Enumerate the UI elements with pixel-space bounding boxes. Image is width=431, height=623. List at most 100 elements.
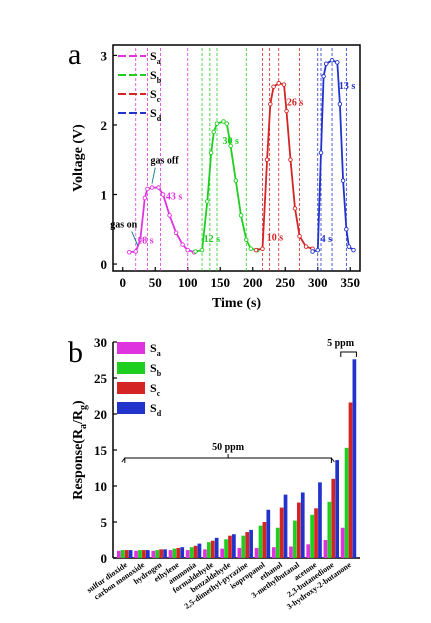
bar-sd [300, 492, 305, 558]
series-point-sa [173, 230, 179, 236]
series-point-sc [297, 233, 302, 239]
bar-sb [206, 542, 211, 558]
bar-sa [185, 550, 190, 558]
series-point-sa [167, 213, 172, 218]
legend-swatch-sc [117, 382, 145, 394]
x-tick-label: 100 [178, 275, 198, 290]
bar-sb [327, 501, 332, 558]
annotation-label: 43 s [166, 191, 183, 202]
bar-sa [237, 547, 242, 558]
series-point-sc [281, 82, 287, 87]
y-tick-label: 25 [94, 371, 108, 386]
x-tick-label: 300 [308, 275, 328, 290]
series-point-sc [288, 157, 293, 162]
series-point-sa [145, 186, 150, 192]
bar-sd [197, 543, 202, 558]
series-point-sc [268, 101, 273, 107]
series-point-sd [340, 178, 346, 183]
y-tick-label: 1 [101, 188, 108, 203]
series-point-sc [276, 80, 282, 86]
annotation-label: 4 s [321, 234, 333, 245]
bar-sc [314, 508, 318, 558]
series-point-sb [208, 150, 214, 156]
series-point-sd [318, 150, 324, 156]
annotation-label: gas off [150, 156, 179, 167]
series-point-sb [238, 213, 244, 218]
x-tick-label: 150 [211, 275, 231, 290]
bar-sc [262, 522, 267, 558]
legend-swatch-sb [117, 362, 145, 374]
bar-sb [224, 539, 228, 558]
bar-sa [289, 546, 293, 558]
x-tick-label: 50 [149, 275, 162, 290]
series-point-sd [315, 247, 321, 253]
bar-sb [258, 525, 263, 558]
series-point-sb [248, 246, 254, 251]
series-point-sb [243, 237, 249, 242]
bar-sd [232, 534, 236, 558]
series-point-sd [310, 249, 315, 254]
series-point-sc [260, 246, 265, 251]
legend-label-sb: Sb [150, 68, 162, 85]
bar-sc [348, 402, 353, 558]
series-point-sb [199, 247, 205, 253]
bar-sd [180, 547, 185, 558]
series-point-sc [284, 108, 289, 114]
series-point-sa [133, 249, 138, 254]
bracket-50ppm-arrow-left [121, 457, 126, 463]
y-tick-label: 0 [101, 257, 108, 272]
legend-swatch-sd [117, 402, 145, 414]
series-point-sa [126, 249, 132, 255]
bar-sd [266, 509, 271, 558]
series-point-sd [329, 58, 335, 63]
series-point-sc [303, 244, 309, 249]
bar-sc [331, 478, 336, 558]
bar-sd [249, 529, 253, 558]
bar-sa [117, 550, 121, 558]
series-point-sd [337, 101, 343, 107]
series-point-sd [335, 60, 340, 65]
bracket-5ppm [340, 351, 357, 357]
bar-sc [210, 540, 215, 558]
series-point-sd [321, 74, 326, 79]
bar-sa [220, 548, 225, 558]
annotation-label: 12 s [204, 234, 221, 245]
bar-sa [203, 549, 207, 558]
bar-sb [310, 514, 314, 558]
annotation-5ppm: 5 ppm [327, 338, 355, 349]
series-point-sb [214, 121, 220, 126]
bar-sc [279, 507, 284, 558]
series-point-sc [292, 206, 298, 211]
series-point-sb [204, 199, 210, 204]
y-axis-title: Response(Ra/Rg) [71, 400, 89, 500]
annotation-label: 30 s [222, 136, 239, 147]
series-line-sc [255, 82, 313, 251]
annotation-label: gas on [110, 220, 137, 231]
y-tick-label: 15 [94, 443, 108, 458]
bar-sb [344, 447, 349, 558]
bar-sa [168, 550, 173, 558]
bar-sb [293, 520, 297, 558]
y-tick-label: 0 [101, 551, 108, 566]
bar-sa [254, 547, 259, 558]
bar-sb [138, 550, 142, 558]
legend-swatch-sa [117, 342, 145, 354]
series-point-sb [193, 249, 198, 254]
series-line-sd [312, 59, 355, 253]
bar-sb [172, 548, 177, 558]
series-point-sd [351, 247, 356, 253]
bar-sd [352, 359, 357, 558]
gas-on-pointer [131, 231, 139, 246]
series-point-sa [160, 192, 166, 197]
series-point-sc [271, 84, 276, 89]
series-point-sd [323, 61, 329, 67]
bar-sb [275, 527, 280, 558]
legend-label-sc: Sc [150, 87, 161, 104]
annotation-label: 26 s [287, 98, 304, 109]
x-tick-label: 0 [120, 275, 127, 290]
y-tick-label: 5 [101, 515, 108, 530]
bar-sc [124, 550, 129, 558]
series-point-sc [253, 247, 259, 253]
series-point-sb [228, 143, 233, 149]
